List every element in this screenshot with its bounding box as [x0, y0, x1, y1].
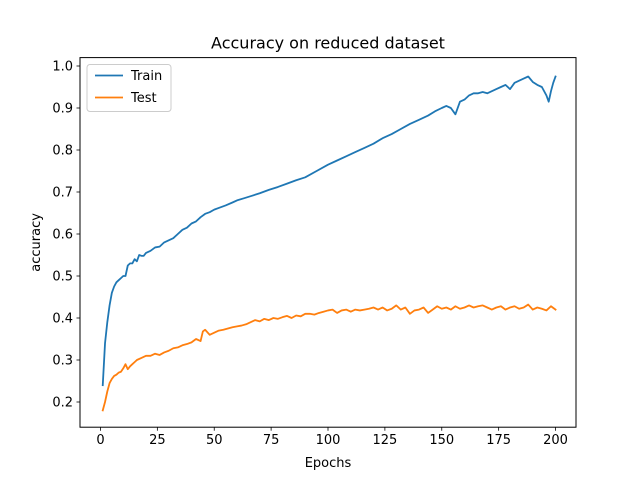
- x-tick-label: 100: [316, 433, 341, 448]
- plot-frame: [79, 57, 577, 428]
- y-tick-label: 1.0: [52, 60, 73, 75]
- x-tick-label: 200: [543, 433, 568, 448]
- x-axis-label: Epochs: [305, 456, 352, 471]
- y-tick-label: 0.9: [52, 102, 73, 117]
- x-tick-label: 175: [486, 433, 511, 448]
- x-tick-label: 0: [96, 433, 104, 448]
- series-line-train: [101, 75, 557, 387]
- y-tick-label: 0.5: [52, 270, 73, 285]
- x-tick-label: 25: [149, 433, 166, 448]
- y-tick-label: 0.6: [52, 228, 73, 243]
- legend: Train Test: [86, 64, 172, 112]
- y-tick-label: 0.7: [52, 186, 73, 201]
- y-tick-label: 0.4: [52, 312, 73, 327]
- tick-layer: 0 25 50 75 100 125 150 175 200 0.2 0.3 0.4 0.5 0.6 0.7…: [52, 60, 568, 449]
- x-tick-label: 50: [206, 433, 223, 448]
- y-axis-label: accuracy: [29, 213, 44, 272]
- x-tick-label: 150: [429, 433, 454, 448]
- y-tick-label: 0.2: [52, 396, 73, 411]
- y-tick-label: 0.3: [52, 354, 73, 369]
- legend-test-label: Test: [130, 91, 157, 106]
- chart-title: Accuracy on reduced dataset: [211, 34, 445, 53]
- series-line-test: [101, 303, 557, 412]
- legend-train-label: Train: [130, 69, 162, 84]
- x-tick-label: 125: [372, 433, 397, 448]
- y-tick-label: 0.8: [52, 144, 73, 159]
- series-layer: [101, 75, 557, 412]
- x-tick-label: 75: [263, 433, 280, 448]
